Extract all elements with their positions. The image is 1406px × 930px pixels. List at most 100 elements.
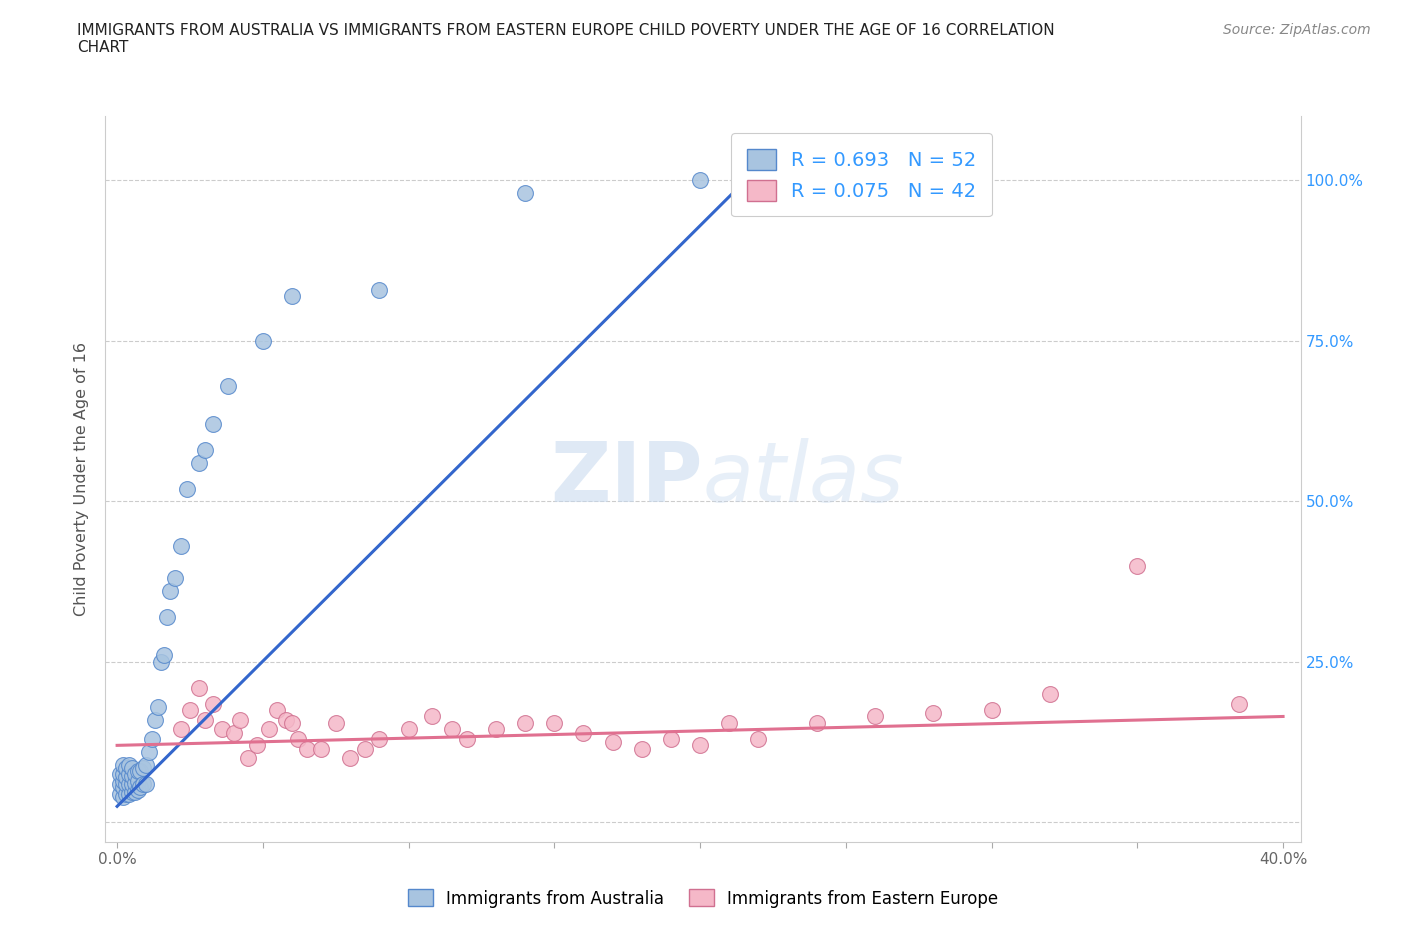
Point [202,417,225,432]
Point [718,715,741,730]
Point [325,715,347,730]
Point [135,757,157,772]
Point [149,655,172,670]
Point [111,767,134,782]
Point [135,777,157,791]
Point [111,773,134,788]
Point [630,741,652,756]
Point [118,757,141,772]
Text: ZIP: ZIP [551,438,703,520]
Point [132,761,155,776]
Point [170,538,193,553]
Point [228,712,250,727]
Point [211,722,233,737]
Point [398,722,420,737]
Point [368,732,391,747]
Point [179,702,201,717]
Point [602,735,624,750]
Point [129,779,152,794]
Point [111,790,134,804]
Point [295,741,318,756]
Point [659,732,682,747]
Point [456,732,478,747]
Point [121,777,143,791]
Text: IMMIGRANTS FROM AUSTRALIA VS IMMIGRANTS FROM EASTERN EUROPE CHILD POVERTY UNDER : IMMIGRANTS FROM AUSTRALIA VS IMMIGRANTS … [77,23,1054,38]
Point [193,712,215,727]
Point [121,769,143,784]
Point [124,775,146,790]
Point [118,777,141,791]
Text: atlas: atlas [703,438,904,520]
Point [193,443,215,458]
Point [127,764,149,778]
Point [129,764,152,778]
Point [689,737,711,752]
Point [1039,686,1062,701]
Point [281,288,304,303]
Point [222,725,245,740]
Legend: R = 0.693   N = 52, R = 0.075   N = 42: R = 0.693 N = 52, R = 0.075 N = 42 [731,133,993,217]
Point [246,737,269,752]
Point [124,767,146,782]
Point [543,715,565,730]
Point [1126,558,1149,573]
Point [257,722,280,737]
Point [238,751,260,765]
Point [115,770,138,785]
Point [108,767,131,782]
Point [127,773,149,788]
Point [187,680,209,695]
Point [572,725,595,740]
Point [146,699,169,714]
Point [111,779,134,794]
Point [287,732,309,747]
Point [309,741,332,756]
Point [156,609,179,624]
Point [689,173,711,188]
Point [806,715,828,730]
Point [485,722,508,737]
Point [124,784,146,799]
Point [252,334,274,349]
Point [354,741,377,756]
Point [118,767,141,782]
Point [132,777,155,791]
Text: Source: ZipAtlas.com: Source: ZipAtlas.com [1223,23,1371,37]
Point [152,648,174,663]
Point [115,777,138,791]
Point [118,786,141,801]
Legend: Immigrants from Australia, Immigrants from Eastern Europe: Immigrants from Australia, Immigrants fr… [401,883,1005,914]
Point [281,715,304,730]
Point [420,709,443,724]
Text: CHART: CHART [77,40,129,55]
Point [276,712,298,727]
Point [266,702,288,717]
Point [368,282,391,297]
Point [339,751,361,765]
Point [922,706,945,721]
Point [138,744,160,759]
Point [217,379,239,393]
Point [515,186,537,201]
Point [143,712,166,727]
Point [747,732,769,747]
Point [187,456,209,471]
Point [441,722,464,737]
Point [1227,697,1250,711]
Point [176,481,198,496]
Point [108,786,131,801]
Point [159,584,181,599]
Point [108,777,131,791]
Point [165,571,187,586]
Point [202,697,225,711]
Point [121,784,143,799]
Point [141,732,163,747]
Y-axis label: Child Poverty Under the Age of 16: Child Poverty Under the Age of 16 [75,342,90,616]
Point [863,709,886,724]
Point [170,722,193,737]
Point [127,783,149,798]
Point [115,786,138,801]
Point [980,702,1002,717]
Point [121,761,143,776]
Point [515,715,537,730]
